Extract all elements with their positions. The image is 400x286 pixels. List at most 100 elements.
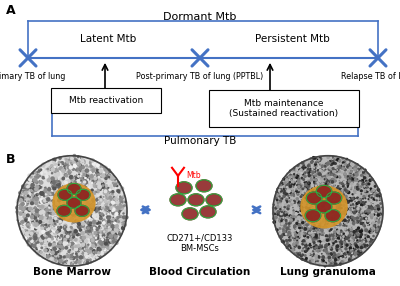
Point (346, 176, 352, 180)
Ellipse shape (58, 189, 72, 200)
Point (342, 190, 348, 195)
Point (109, 230, 115, 235)
Point (114, 237, 121, 242)
Point (26, 216, 32, 220)
Point (100, 173, 106, 178)
Point (339, 250, 345, 255)
Point (37, 249, 44, 254)
Point (102, 189, 108, 193)
Point (305, 214, 311, 219)
Point (54, 218, 61, 223)
Point (365, 174, 371, 178)
Point (372, 184, 378, 189)
Point (50, 167, 56, 172)
Point (306, 216, 313, 220)
Point (78, 221, 84, 225)
Point (308, 214, 314, 218)
Point (40, 236, 46, 240)
Point (23, 236, 30, 240)
Point (348, 210, 355, 214)
Point (363, 234, 369, 239)
Point (352, 221, 358, 226)
Point (319, 260, 326, 265)
Point (310, 226, 317, 231)
Point (40, 206, 46, 211)
Point (363, 228, 369, 233)
Point (65, 170, 72, 175)
Point (344, 207, 350, 211)
Point (282, 224, 288, 228)
Point (375, 225, 382, 229)
Point (86, 253, 92, 258)
Point (310, 156, 317, 160)
Point (63, 180, 69, 185)
Point (109, 225, 116, 230)
Point (334, 221, 340, 226)
Point (66, 156, 73, 160)
Point (50, 194, 56, 198)
Point (37, 241, 43, 246)
Point (320, 172, 326, 176)
Point (35, 186, 42, 190)
Point (42, 233, 48, 238)
Point (100, 238, 106, 243)
Point (329, 245, 335, 250)
Point (82, 215, 89, 220)
Point (334, 168, 341, 172)
Point (315, 227, 321, 232)
Point (60, 231, 67, 235)
Point (68, 217, 75, 222)
Point (323, 224, 330, 229)
Point (20, 212, 26, 217)
Point (117, 182, 123, 186)
Point (62, 202, 69, 207)
Point (37, 253, 43, 258)
Point (360, 221, 366, 226)
Point (292, 224, 298, 229)
Point (295, 171, 302, 176)
Point (292, 214, 299, 219)
Point (340, 250, 346, 254)
Point (71, 207, 77, 212)
Point (349, 253, 355, 258)
Point (290, 214, 296, 219)
Point (121, 201, 127, 206)
Point (49, 201, 55, 206)
Point (85, 225, 92, 230)
Point (342, 175, 348, 179)
Point (26, 205, 32, 209)
Point (87, 222, 94, 226)
Point (291, 194, 297, 198)
Point (372, 228, 378, 233)
Point (294, 247, 300, 252)
Point (88, 257, 94, 262)
Point (107, 238, 113, 243)
Point (33, 197, 40, 202)
Point (312, 169, 319, 173)
Point (44, 225, 50, 229)
Point (337, 262, 344, 266)
Point (66, 174, 72, 179)
Point (342, 241, 349, 246)
Point (18, 190, 24, 194)
Point (61, 255, 68, 259)
Point (69, 217, 75, 221)
Point (297, 180, 304, 184)
Point (32, 221, 38, 225)
Point (314, 247, 320, 252)
Point (349, 181, 355, 186)
Point (302, 258, 309, 262)
Point (350, 196, 357, 201)
Point (304, 223, 310, 227)
Point (44, 198, 51, 202)
Point (82, 261, 88, 266)
Point (373, 221, 380, 225)
Point (40, 243, 46, 247)
Point (51, 237, 58, 241)
Point (27, 237, 34, 241)
Point (336, 178, 342, 183)
Point (310, 198, 317, 202)
Point (359, 173, 366, 177)
Point (328, 180, 334, 185)
Point (300, 166, 306, 171)
